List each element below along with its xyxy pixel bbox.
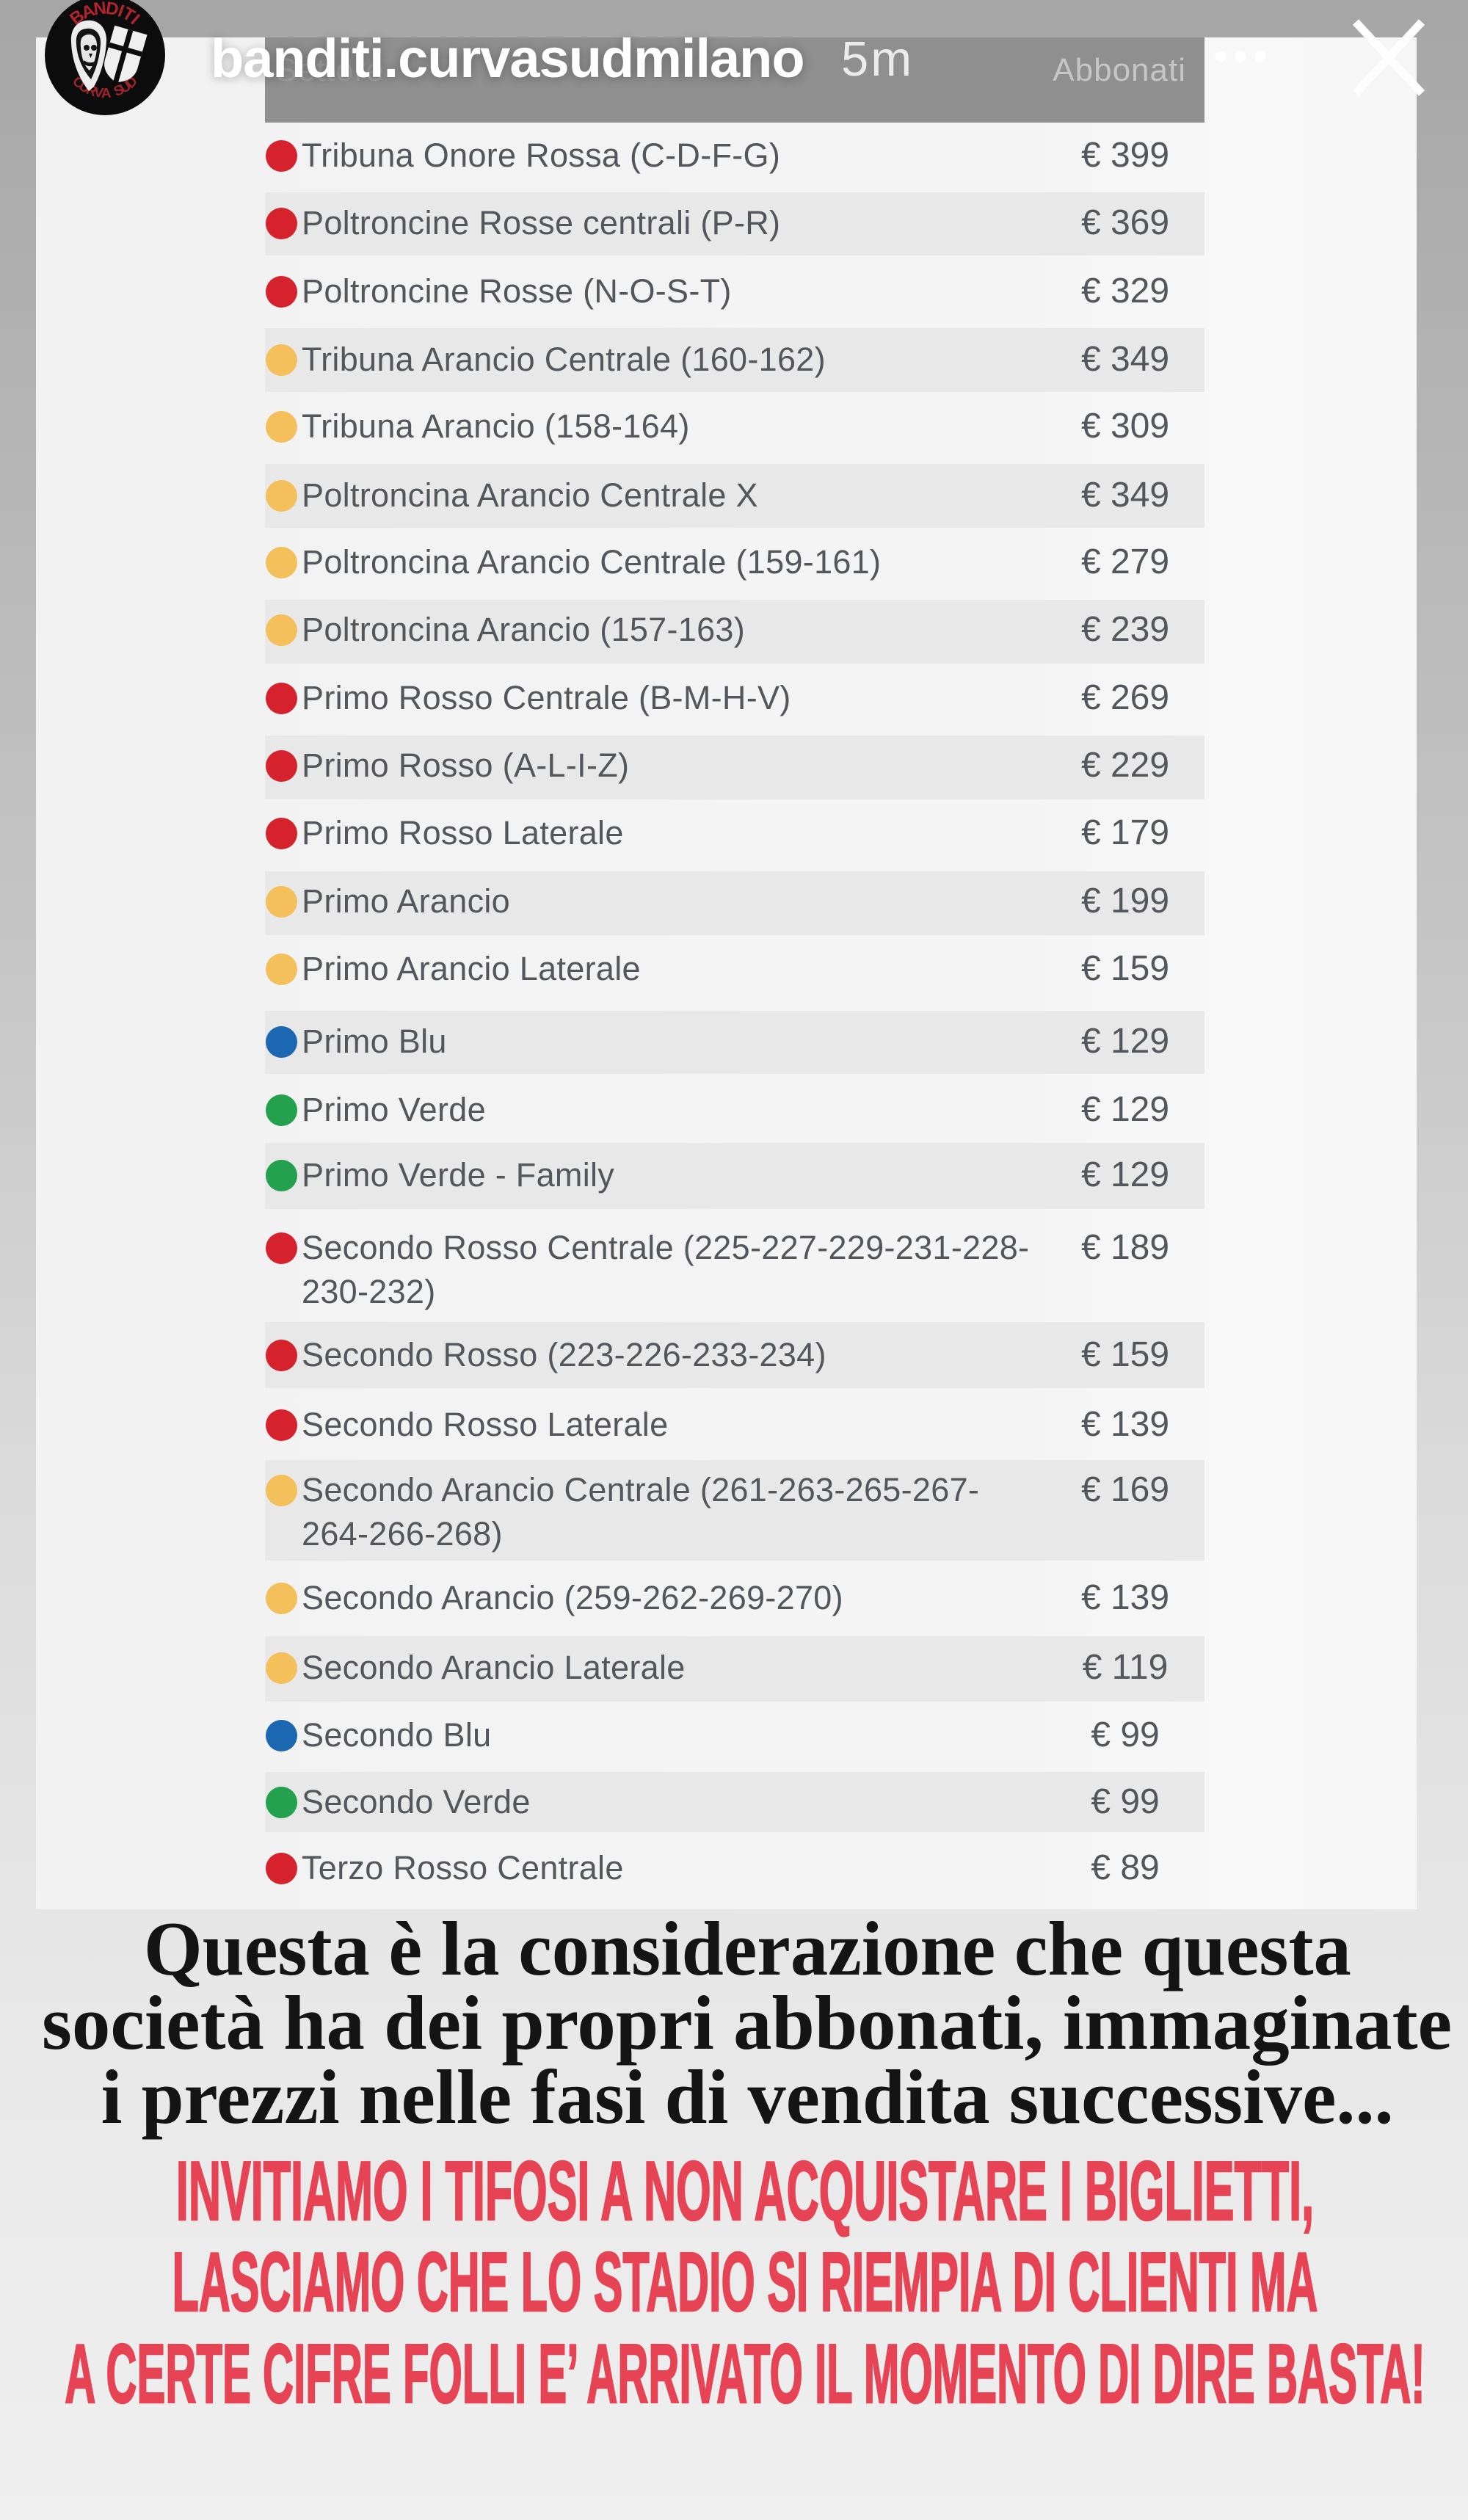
svg-text:V: V: [92, 84, 104, 101]
svg-text:A: A: [101, 86, 112, 101]
svg-text:N: N: [92, 0, 107, 19]
svg-text:D: D: [104, 0, 120, 20]
